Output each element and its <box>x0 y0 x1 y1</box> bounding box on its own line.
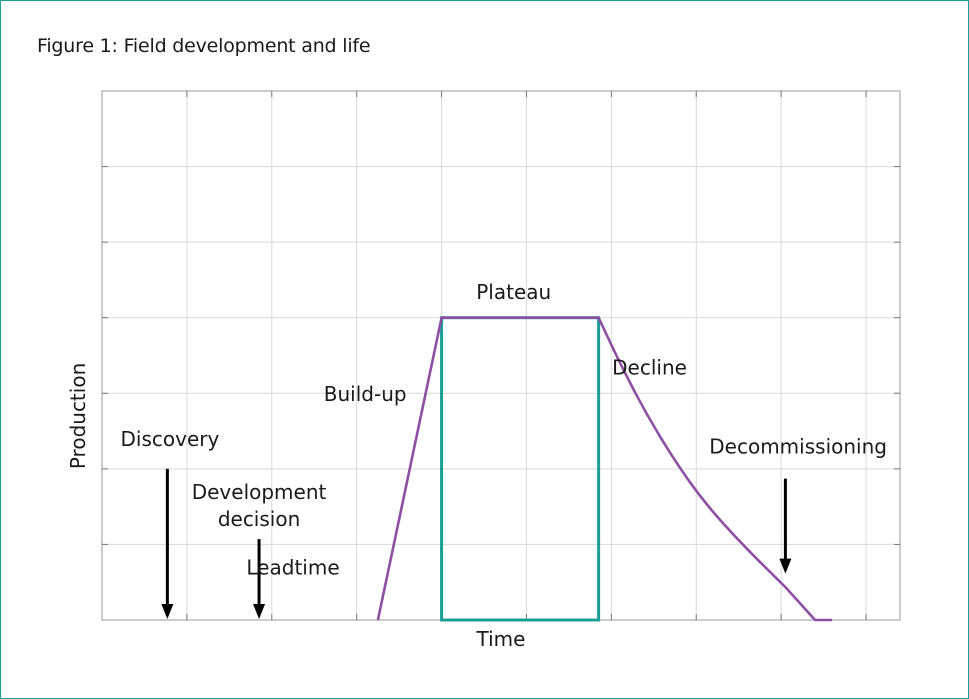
decommissioning-arrow <box>779 478 792 574</box>
label-line: Development <box>192 480 327 504</box>
grid-layer <box>102 91 900 620</box>
plot-area-border <box>101 90 901 621</box>
x-axis-label: Time <box>476 627 526 651</box>
discovery-label: Discovery <box>121 427 220 451</box>
label-line: decision <box>218 507 300 531</box>
decommissioning-label: Decommissioning <box>709 435 887 459</box>
arrow-layer <box>161 468 792 619</box>
label-layer: Discovery Development decision Leadtime Buil… <box>121 280 887 580</box>
tick-layer <box>102 91 900 620</box>
y-axis-label: Production <box>66 363 90 469</box>
plateau-label: Plateau <box>476 280 551 304</box>
development-decision-arrow <box>253 539 266 619</box>
figure-title: Figure 1: Field development and life <box>37 35 371 57</box>
discovery-arrow <box>161 468 174 619</box>
decline-label: Decline <box>612 355 687 379</box>
development-decision-label: Development decision <box>192 480 327 531</box>
leadtime-label: Leadtime <box>246 556 339 580</box>
production-curve <box>376 316 833 622</box>
build-up-label: Build-up <box>324 382 407 406</box>
